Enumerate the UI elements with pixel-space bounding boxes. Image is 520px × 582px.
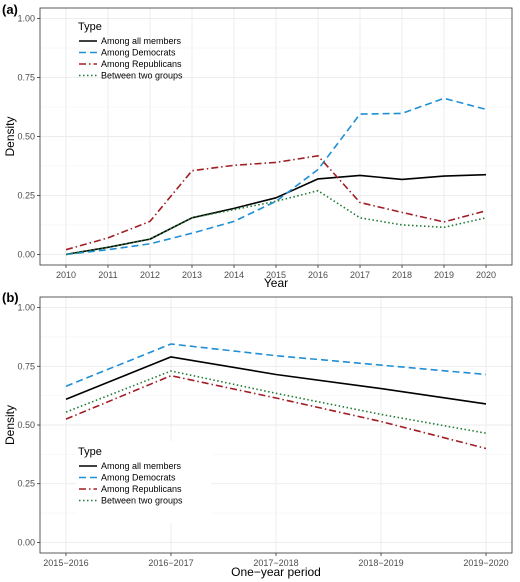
legend-title: Type: [78, 446, 102, 458]
panel-a: 0.00 0.25 0.50 0.75 1.00 2010 2011 2012 2013 2014…: [2, 2, 513, 290]
x-tick-label: 2012: [140, 270, 160, 280]
x-tick-label: 2017: [350, 270, 370, 280]
x-tick-label: 2010: [56, 270, 76, 280]
y-tick-label: 1.00: [17, 303, 35, 313]
series-line-between: [65, 189, 487, 256]
x-tick-label: 2016: [308, 270, 328, 280]
legend-label-dem: Among Democrats: [101, 48, 176, 58]
panel-label: (a): [2, 2, 18, 17]
legend-label-rep: Among Republicans: [101, 59, 182, 69]
series-line-rep: [65, 155, 487, 251]
panel-label: (b): [2, 290, 19, 305]
legend-label-dem: Among Democrats: [101, 473, 176, 483]
x-tick-label: 2014: [224, 270, 244, 280]
legend-label-between: Between two groups: [101, 496, 183, 506]
legend-label-all: Among all members: [101, 36, 182, 46]
x-axis-title: Year: [264, 276, 288, 290]
y-tick-label: 0.75: [17, 361, 35, 371]
y-tick-label: 0.50: [17, 420, 35, 430]
x-tick-label: 2011: [98, 270, 117, 280]
y-tick-label: 0.00: [17, 537, 35, 547]
y-axis-title: Density: [3, 116, 17, 156]
y-tick-label: 0.00: [17, 249, 35, 259]
x-tick-label: 2013: [182, 270, 202, 280]
panel-b: 0.00 0.25 0.50 0.75 1.00 2015−2016 2016−2017 20…: [2, 290, 513, 579]
x-tick-label: 2017−2018: [253, 558, 298, 568]
x-tick-label: 2019: [434, 270, 454, 280]
legend-label-between: Between two groups: [101, 71, 183, 81]
y-tick-label: 0.50: [17, 132, 35, 142]
x-axis-title: One−year period: [231, 565, 321, 579]
x-tick-label: 2018−2019: [358, 558, 403, 568]
y-tick-label: 0.25: [17, 190, 35, 200]
y-axis-title: Density: [3, 405, 17, 445]
x-tick-label: 2020: [476, 270, 496, 280]
legend: Type Among all members Among DemocratsAmon…: [78, 21, 183, 81]
x-tick-label: 2019−2020: [463, 558, 508, 568]
legend-label-all: Among all members: [101, 461, 182, 471]
x-tick-label: 2016−2017: [148, 558, 193, 568]
y-tick-label: 0.75: [17, 73, 35, 83]
y-tick-label: 0.25: [17, 479, 35, 489]
legend-label-rep: Among Republicans: [101, 484, 182, 494]
x-tick-label: 2015−2016: [43, 558, 88, 568]
x-tick-label: 2018: [392, 270, 412, 280]
legend-background: [76, 441, 211, 523]
x-tick-label: 2015: [266, 270, 286, 280]
legend: Type Among all members Among DemocratsAmon…: [76, 441, 211, 523]
legend-title: Type: [78, 21, 102, 33]
y-tick-label: 1.00: [17, 14, 35, 24]
series-line-dem: [65, 97, 487, 256]
